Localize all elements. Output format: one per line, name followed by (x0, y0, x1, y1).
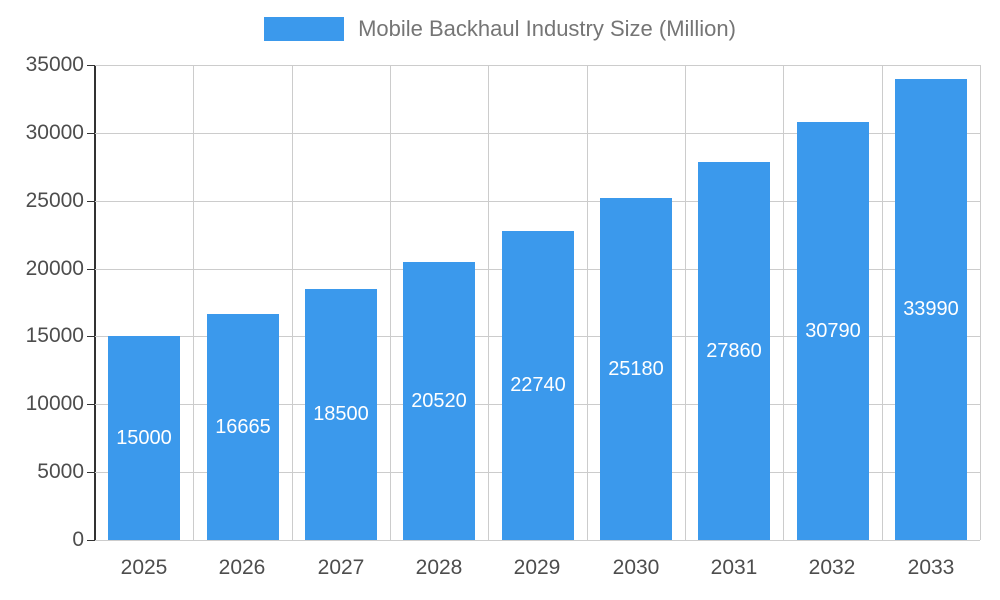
bar-2032[interactable]: 30790 (797, 122, 869, 540)
v-gridline (390, 65, 391, 540)
bar-2027[interactable]: 18500 (305, 289, 377, 540)
x-axis-category-label: 2029 (513, 556, 561, 579)
v-gridline (980, 65, 981, 540)
legend-label: Mobile Backhaul Industry Size (Million) (358, 16, 736, 41)
v-gridline (488, 65, 489, 540)
v-gridline (193, 65, 194, 540)
bar-2026[interactable]: 16665 (207, 314, 279, 540)
y-tick-mark (87, 404, 95, 405)
y-tick-mark (87, 65, 95, 66)
bar-2028[interactable]: 20520 (403, 262, 475, 540)
y-axis-labels: 0 5000 10000 15000 20000 25000 30000 35000 (0, 53, 84, 551)
v-gridline (685, 65, 686, 540)
y-axis-tick-label: 0 (72, 528, 84, 551)
bar-value-label: 27860 (706, 339, 762, 362)
y-tick-mark (87, 133, 95, 134)
chart-legend: Mobile Backhaul Industry Size (Million) (0, 16, 1000, 42)
x-axis-category-label: 2027 (317, 556, 365, 579)
y-axis-tick-label: 25000 (25, 189, 84, 212)
y-tick-mark (87, 269, 95, 270)
bar-value-label: 16665 (215, 415, 271, 438)
x-axis-category-label: 2033 (907, 556, 955, 579)
h-gridline (95, 65, 980, 66)
bar-value-label: 15000 (116, 426, 172, 449)
y-axis-tick-label: 35000 (25, 53, 84, 76)
y-axis-tick-label: 30000 (25, 121, 84, 144)
y-tick-mark (87, 472, 95, 473)
y-axis-tick-label: 10000 (25, 392, 84, 415)
bar-2030[interactable]: 25180 (600, 198, 672, 540)
y-axis-line (94, 65, 96, 540)
v-gridline (587, 65, 588, 540)
bar-2025[interactable]: 15000 (108, 336, 180, 540)
bar-value-label: 25180 (608, 357, 664, 380)
bar-value-label: 33990 (903, 298, 959, 320)
y-tick-mark (87, 540, 95, 541)
y-axis-tick-label: 15000 (25, 324, 84, 347)
bar-value-label: 20520 (411, 389, 467, 412)
x-axis-category-label: 2030 (612, 556, 660, 579)
bar-2031[interactable]: 27860 (698, 162, 770, 540)
bar-value-label: 18500 (313, 403, 369, 425)
h-gridline (95, 540, 980, 541)
y-axis-tick-label: 5000 (37, 460, 84, 483)
bar-2033[interactable]: 33990 (895, 79, 967, 540)
y-tick-mark (87, 336, 95, 337)
plot-area: 15000 16665 18500 20520 22740 25180 27860 30790… (87, 65, 981, 541)
x-axis-category-label: 2026 (218, 556, 266, 579)
v-gridline (292, 65, 293, 540)
x-axis-category-label: 2032 (808, 556, 856, 579)
bar-value-label: 30790 (805, 319, 861, 342)
x-axis-category-label: 2031 (710, 556, 758, 579)
v-gridline (882, 65, 883, 540)
x-axis-labels: 2025 2026 2027 2028 2029 2030 2031 2032 2033 (95, 556, 980, 588)
v-gridline (783, 65, 784, 540)
legend-swatch (264, 17, 345, 41)
x-axis-category-label: 2025 (120, 556, 168, 579)
y-axis-tick-label: 20000 (25, 257, 84, 280)
bar-2029[interactable]: 22740 (502, 231, 574, 540)
y-tick-mark (87, 201, 95, 202)
h-gridline (95, 201, 980, 202)
h-gridline (95, 133, 980, 134)
x-axis-category-label: 2028 (415, 556, 463, 579)
bar-value-label: 22740 (510, 374, 566, 396)
